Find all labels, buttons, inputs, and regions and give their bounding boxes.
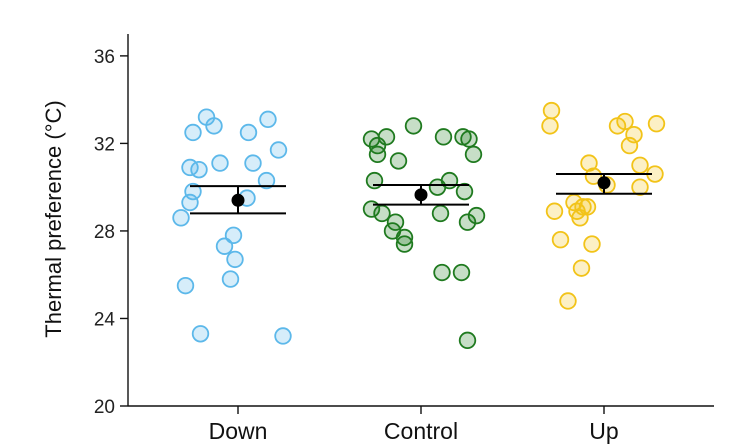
- y-tick-label: 32: [94, 134, 115, 155]
- data-point-up: [631, 178, 649, 196]
- data-point-up: [542, 101, 561, 120]
- axes: 20 24 28 32 36 Down Control Up: [94, 34, 714, 444]
- data-point-control: [455, 182, 474, 201]
- data-point-down: [257, 171, 276, 190]
- data-point-down: [274, 327, 292, 345]
- data-point-down: [176, 276, 195, 295]
- data-point-up: [572, 259, 591, 277]
- mean-marker-up: [597, 176, 611, 190]
- y-tick-label: 28: [94, 222, 115, 243]
- data-point-up: [616, 112, 634, 131]
- data-point-down: [181, 193, 199, 212]
- summary-stats: [190, 173, 652, 215]
- data-point-control: [395, 235, 414, 253]
- data-point-down: [244, 154, 262, 172]
- x-category-label: Down: [209, 418, 268, 444]
- data-point-up: [620, 136, 639, 155]
- data-point-control: [389, 152, 408, 170]
- mean-marker-control: [414, 188, 428, 202]
- data-point-control: [433, 263, 451, 282]
- y-tick-label: 20: [94, 397, 115, 418]
- data-point-up: [647, 115, 666, 133]
- mean-marker-down: [231, 193, 245, 207]
- data-point-up: [583, 235, 601, 253]
- data-point-control: [464, 145, 483, 164]
- data-point-up: [631, 156, 649, 174]
- data-point-control: [452, 263, 471, 282]
- data-point-down: [205, 117, 223, 135]
- data-point-up: [559, 292, 577, 310]
- data-point-control: [431, 204, 450, 223]
- y-tick-label: 36: [94, 47, 115, 68]
- data-point-control: [377, 128, 396, 146]
- y-axis-title: Thermal preference (°C): [41, 100, 66, 337]
- data-point-up: [541, 117, 559, 135]
- data-point-down: [224, 226, 243, 245]
- data-point-down: [191, 325, 210, 343]
- data-point-control: [434, 128, 453, 146]
- y-tick-label: 24: [94, 309, 116, 330]
- data-point-up: [584, 167, 603, 185]
- data-point-down: [190, 160, 208, 179]
- data-point-up: [571, 209, 589, 227]
- data-point-down: [269, 141, 288, 159]
- data-point-down: [239, 123, 258, 142]
- x-category-label: Up: [589, 418, 618, 444]
- data-point-up: [551, 230, 570, 249]
- data-point-control: [404, 117, 423, 135]
- data-point-down: [259, 110, 277, 129]
- data-point-control: [368, 145, 387, 164]
- data-point-control: [460, 130, 478, 148]
- data-point-down: [221, 270, 240, 288]
- data-point-control: [458, 331, 477, 350]
- data-point-control: [440, 171, 459, 190]
- data-point-control: [467, 206, 486, 225]
- x-category-label: Control: [384, 418, 458, 444]
- data-point-up: [545, 202, 564, 220]
- data-points: [172, 101, 666, 350]
- data-point-control: [365, 171, 384, 190]
- data-point-down: [226, 250, 244, 269]
- data-point-control: [395, 228, 414, 247]
- data-point-down: [172, 209, 190, 227]
- data-point-down: [184, 123, 202, 142]
- data-point-control: [458, 213, 477, 231]
- data-point-down: [211, 154, 229, 172]
